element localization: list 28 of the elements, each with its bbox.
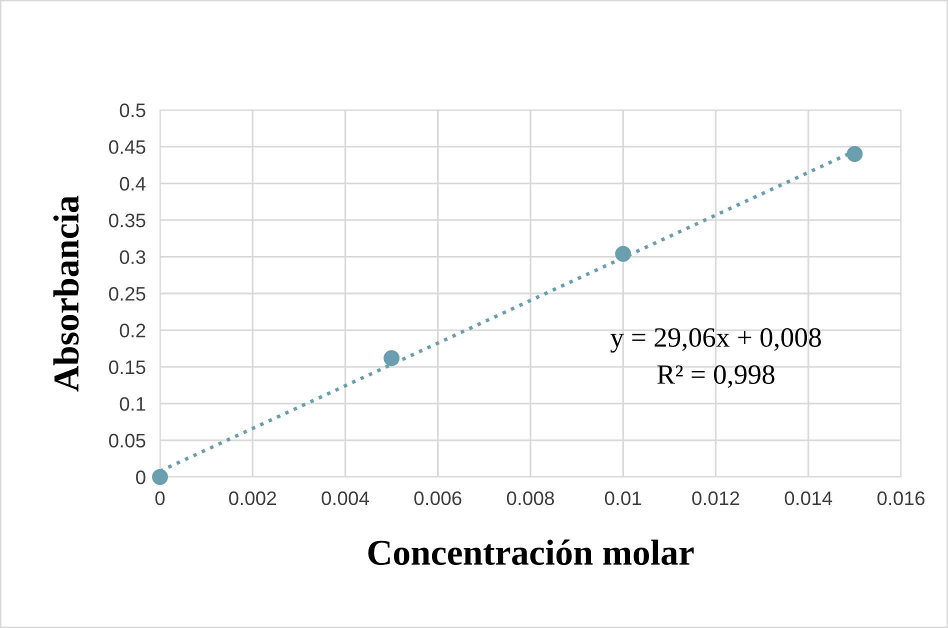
y-tick-label: 0 [136, 470, 146, 484]
y-tick-label: 0.3 [120, 250, 146, 264]
y-tick-label: 0.45 [109, 140, 146, 154]
x-tick-label: 0.008 [506, 491, 554, 506]
point [615, 246, 632, 262]
y-tick-label: 0.15 [109, 360, 146, 374]
x-axis-title: Concentración molar [368, 540, 694, 565]
y-axis-title: Absorbancia [53, 196, 79, 392]
annotation: y = 29,06x + 0,008 [610, 328, 821, 353]
point [846, 146, 863, 162]
x-tick-label: 0.012 [692, 491, 740, 506]
x-tick-label: 0.016 [877, 491, 924, 506]
x-tick-label: 0.01 [604, 491, 642, 506]
x-tick-label: 0.006 [414, 491, 462, 506]
x-tick-label: 0 [155, 491, 165, 506]
y-tick-label: 0.4 [120, 176, 146, 191]
point [152, 469, 168, 485]
y-tick-label: 0.2 [120, 324, 146, 338]
x-tick-label: 0.004 [322, 491, 370, 506]
y-tick-label: 0.05 [109, 434, 146, 448]
y-tick-label: 0.25 [109, 286, 146, 301]
x-tick-label: 0.014 [784, 491, 832, 506]
y-tick-label: 0.5 [120, 103, 146, 118]
point [384, 350, 400, 366]
y-tick-label: 0.1 [120, 397, 146, 411]
y-tick-label: 0.35 [109, 214, 146, 228]
annotation: R² = 0,998 [657, 365, 774, 388]
x-tick-label: 0.002 [229, 491, 276, 506]
